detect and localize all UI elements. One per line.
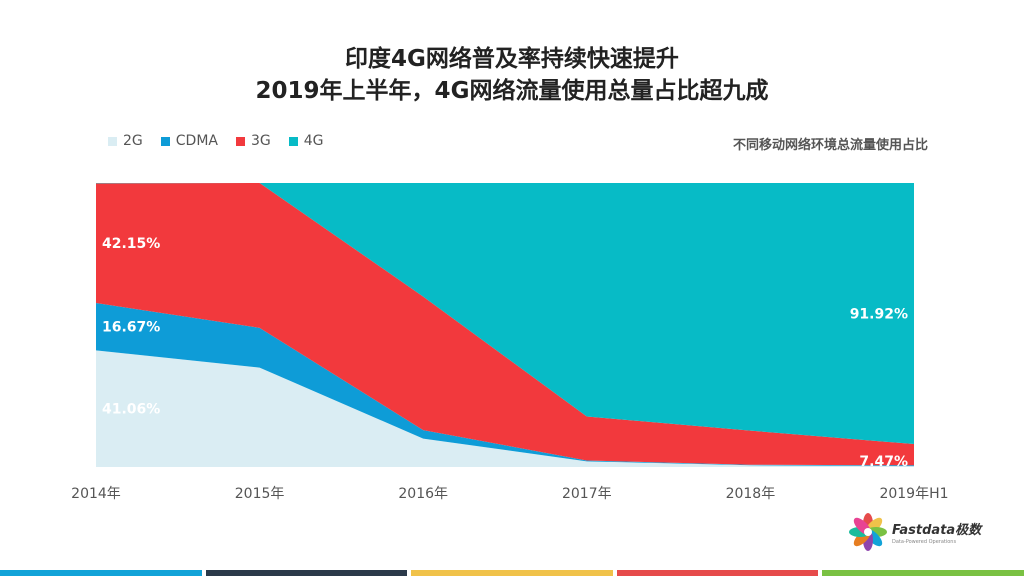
logo-name: Fastdata极数 [892, 523, 982, 538]
area-series-4g [96, 183, 914, 445]
x-tick-label: 2019年H1 [879, 486, 948, 502]
bottom-bar-segment [411, 570, 613, 576]
x-tick-label: 2018年 [726, 486, 776, 502]
x-tick-label: 2017年 [562, 486, 612, 502]
legend-swatch [288, 136, 298, 146]
bottom-bar-segment [616, 570, 819, 576]
data-label-cdma: 16.67% [102, 320, 160, 336]
x-tick-label: 2014年 [71, 486, 121, 502]
legend-label: 4G [303, 133, 324, 149]
bottom-bar-segment [0, 570, 202, 576]
area-series-cdma [96, 303, 914, 467]
x-tick-label: 2015年 [235, 486, 285, 502]
legend-item-2g: 2G [108, 133, 143, 149]
x-tick-label: 2016年 [398, 486, 448, 502]
bottom-color-bar [0, 570, 1024, 576]
stacked-area-chart: 2014年 2015年 2016年 2017年 2018年 2019年H1 41.06% 16… [71, 183, 949, 502]
area-series-2g [96, 350, 914, 467]
legend-item-4g: 4G [288, 133, 324, 149]
legend-label: CDMA [175, 133, 218, 149]
legend-item-3g: 3G [235, 133, 271, 149]
logo-tagline: Data-Powered Operations [892, 539, 957, 545]
flower-logo-icon [849, 513, 887, 551]
legend-swatch [108, 136, 117, 146]
data-label-3g: 7.47% [859, 454, 908, 470]
brand-logo: Fastdata极数 Data-Powered Operations [848, 512, 981, 552]
bottom-bar-segment [822, 570, 1024, 576]
legend-label: 3G [250, 133, 271, 149]
area-series-3g [96, 183, 914, 466]
legend-swatch [160, 136, 170, 146]
chart-legend: 2G CDMA 3G 4G [108, 133, 324, 149]
bottom-bar-segment [205, 570, 408, 576]
data-label-2g: 41.06% [102, 402, 160, 418]
legend-label: 2G [123, 133, 143, 149]
chart-title-line2: 2019年上半年，4G网络流量使用总量占比超九成 [255, 78, 769, 104]
data-label-4g: 91.92% [850, 307, 908, 323]
legend-item-cdma: CDMA [160, 133, 218, 149]
chart-subtitle: 不同移动网络环境总流量使用占比 [732, 138, 928, 153]
data-label-3g: 42.15% [102, 236, 160, 252]
chart-title-line1: 印度4G网络普及率持续快速提升 [345, 46, 679, 72]
legend-swatch [235, 136, 245, 146]
